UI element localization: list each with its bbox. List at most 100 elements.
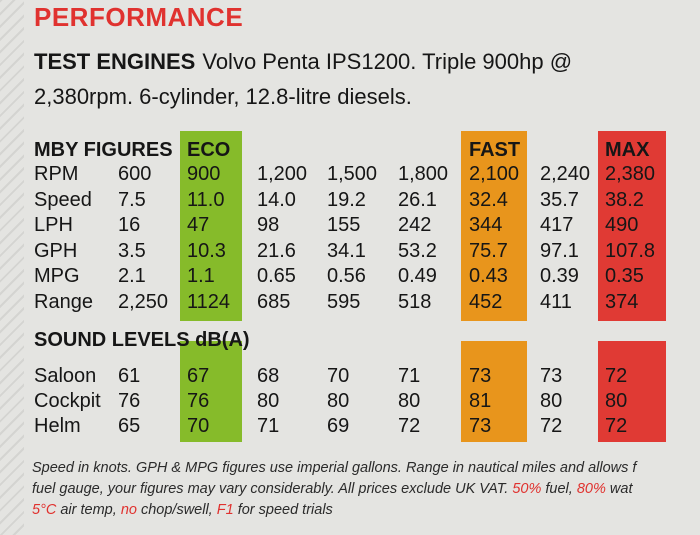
table-cell-max: 107.8 — [605, 239, 656, 262]
footnote-text: fuel gauge, your figures may vary consid… — [32, 481, 513, 497]
footnote-no: no — [120, 502, 137, 518]
table-cell-c1800: 518 — [398, 290, 432, 313]
eco-column-band-sound — [180, 341, 242, 442]
table-cell-c2240: 411 — [540, 290, 572, 313]
table-cell-eco: 1.1 — [187, 265, 215, 287]
table-cell-c2240: 35.7 — [540, 188, 579, 211]
footnote-line-3: 5°C air temp, no chop/swell, F1 for spee… — [32, 500, 700, 521]
table-cell-fast: 75.7 — [469, 239, 508, 262]
footnote-text: wat — [605, 481, 633, 497]
table-cell-c1200: 14.0 — [257, 188, 296, 211]
footnote-water-percent: 80% — [576, 481, 606, 497]
footnote-fuel-percent: 50% — [512, 481, 542, 497]
table-cell-eco: 1124 — [187, 290, 231, 313]
sound-cell-max: 80 — [605, 390, 628, 412]
table-cell-c600: 16 — [118, 214, 141, 236]
sound-cell-c1200: 68 — [257, 365, 280, 387]
fast-column-band-sound — [461, 341, 527, 442]
table-cell-eco: 10.3 — [187, 239, 226, 262]
sound-cell-c2240: 72 — [540, 415, 563, 437]
row-label: GPH — [34, 239, 78, 262]
sound-cell-c1800: 72 — [398, 415, 421, 437]
table-cell-c600: 7.5 — [118, 188, 146, 211]
sound-cell-fast: 73 — [469, 365, 492, 387]
footnote-line-1: Speed in knots. GPH & MPG figures use im… — [32, 460, 637, 476]
row-label: Range — [34, 290, 93, 313]
row-label: RPM — [34, 163, 79, 185]
table-cell-c1800: 242 — [398, 214, 432, 236]
max-column-band-sound — [598, 341, 666, 442]
table-cell-c1800: 53.2 — [398, 239, 437, 262]
sound-cell-c1800: 80 — [398, 390, 421, 412]
table-cell-max: 490 — [605, 214, 639, 236]
table-cell-c1500: 155 — [327, 214, 361, 236]
table-cell-max: 0.35 — [605, 265, 644, 287]
row-label: Speed — [34, 188, 92, 211]
footnote-air-temp: 5°C — [32, 502, 57, 518]
sound-cell-c1500: 70 — [327, 365, 350, 387]
table-cell-c1200: 685 — [257, 290, 291, 313]
sound-cell-eco: 67 — [187, 365, 210, 387]
table-cell-max: 374 — [605, 290, 639, 313]
section-title: PERFORMANCE — [34, 2, 244, 32]
table-cell-c1200: 21.6 — [257, 239, 296, 262]
table-cell-c1200: 98 — [257, 214, 280, 236]
test-engines-text: Volvo Penta IPS1200. Triple 900hp @ 2,38… — [34, 49, 573, 109]
sound-cell-c1200: 71 — [257, 415, 280, 437]
table-cell-eco: 11.0 — [187, 188, 225, 211]
table-cell-c600: 3.5 — [118, 239, 146, 262]
table-cell-max: 2,380 — [605, 163, 656, 185]
sound-cell-c1200: 80 — [257, 390, 280, 412]
table-cell-c2240: 2,240 — [540, 163, 591, 185]
table-cell-eco: 47 — [187, 214, 210, 236]
sound-cell-eco: 76 — [187, 390, 210, 412]
table-cell-fast: 452 — [469, 290, 503, 313]
max-column-band — [598, 131, 666, 321]
table-cell-c1800: 1,800 — [398, 163, 449, 185]
table-cell-c600: 600 — [118, 163, 152, 185]
table-cell-c1200: 1,200 — [257, 163, 308, 185]
table-cell-fast: 2,100 — [469, 163, 520, 185]
test-engines-intro: TEST ENGINES Volvo Penta IPS1200. Triple … — [34, 44, 654, 114]
footnote-text: air temp, — [56, 502, 121, 518]
sound-cell-fast: 81 — [469, 390, 492, 412]
sound-cell-c1500: 80 — [327, 390, 350, 412]
table-cell-c600: 2,250 — [118, 290, 169, 313]
column-header-max: MAX — [605, 139, 650, 161]
table-cell-c1500: 1,500 — [327, 163, 378, 185]
table-cell-c2240: 97.1 — [540, 239, 579, 262]
sound-cell-fast: 73 — [469, 415, 492, 437]
footnote-f1: F1 — [216, 502, 234, 518]
sound-cell-c1500: 69 — [327, 415, 350, 437]
column-header-eco: ECO — [187, 139, 231, 161]
table-cell-c1800: 0.49 — [398, 265, 437, 287]
table-cell-fast: 32.4 — [469, 188, 508, 211]
sound-cell-c2240: 73 — [540, 365, 563, 387]
sound-row-label: Saloon — [34, 365, 97, 387]
table-cell-c600: 2.1 — [118, 265, 146, 287]
table-cell-fast: 344 — [469, 214, 503, 236]
sound-row-label: Helm — [34, 415, 81, 437]
hatched-margin — [0, 0, 24, 535]
fast-column-band — [461, 131, 527, 321]
table-cell-c2240: 0.39 — [540, 265, 579, 287]
table-cell-max: 38.2 — [605, 188, 644, 211]
eco-column-band — [180, 131, 242, 321]
table-cell-c1800: 26.1 — [398, 188, 437, 211]
table-cell-c1500: 0.56 — [327, 265, 366, 287]
table-cell-c1500: 595 — [327, 290, 361, 313]
table-cell-c1500: 19.2 — [327, 188, 366, 211]
row-label: MPG — [34, 265, 80, 287]
column-header-fast: FAST — [469, 139, 521, 161]
sound-cell-c2240: 80 — [540, 390, 563, 412]
table-cell-fast: 0.43 — [469, 265, 508, 287]
performance-table-heading: MBY FIGURES — [34, 139, 173, 161]
footnote-line-2: fuel gauge, your figures may vary consid… — [32, 479, 700, 500]
sound-cell-c1800: 71 — [398, 365, 421, 387]
table-cell-eco: 900 — [187, 163, 221, 185]
sound-row-label: Cockpit — [34, 390, 101, 412]
sound-cell-c600: 61 — [118, 365, 141, 387]
footnote-text: for speed trials — [233, 502, 333, 518]
sound-table-heading: SOUND LEVELS dB(A) — [34, 329, 250, 351]
